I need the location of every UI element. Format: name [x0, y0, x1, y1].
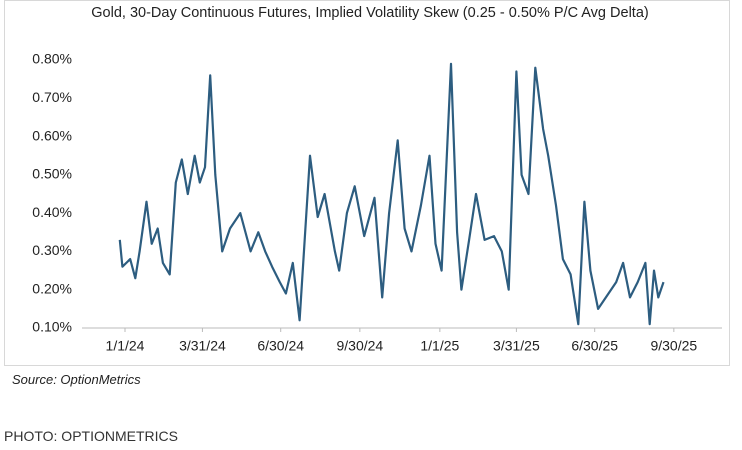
line-series [118, 62, 665, 326]
photo-caption: PHOTO: OPTIONMETRICS [4, 428, 178, 444]
x-tick-label: 3/31/24 [179, 338, 226, 354]
x-tick-label: 9/30/25 [650, 338, 697, 354]
y-tick-label: 0.40% [32, 204, 72, 220]
x-tick-label: 6/30/25 [571, 338, 618, 354]
y-tick-label: 0.60% [32, 127, 72, 143]
chart-title: Gold, 30-Day Continuous Futures, Implied… [91, 5, 649, 21]
chart: 0.10% 0.20% 0.30% 0.40% 0.50% 0.60% 0.70% 0.80%… [32, 51, 722, 354]
y-tick-label: 0.10% [32, 319, 72, 335]
chart-frame [4, 0, 730, 366]
x-tick-label: 9/30/24 [336, 338, 383, 354]
source: Source: OptionMetrics [12, 372, 141, 387]
y-tick-label: 0.50% [32, 166, 72, 182]
x-tick-label: 3/31/25 [493, 338, 540, 354]
x-tick-label: 1/1/25 [420, 338, 459, 354]
y-tick-label: 0.70% [32, 89, 72, 105]
y-tick-label: 0.20% [32, 280, 72, 296]
y-tick-label: 0.30% [32, 242, 72, 258]
x-tick-label: 1/1/24 [106, 338, 145, 354]
y-tick-label: 0.80% [32, 51, 72, 67]
x-tick-label: 6/30/24 [257, 338, 304, 354]
